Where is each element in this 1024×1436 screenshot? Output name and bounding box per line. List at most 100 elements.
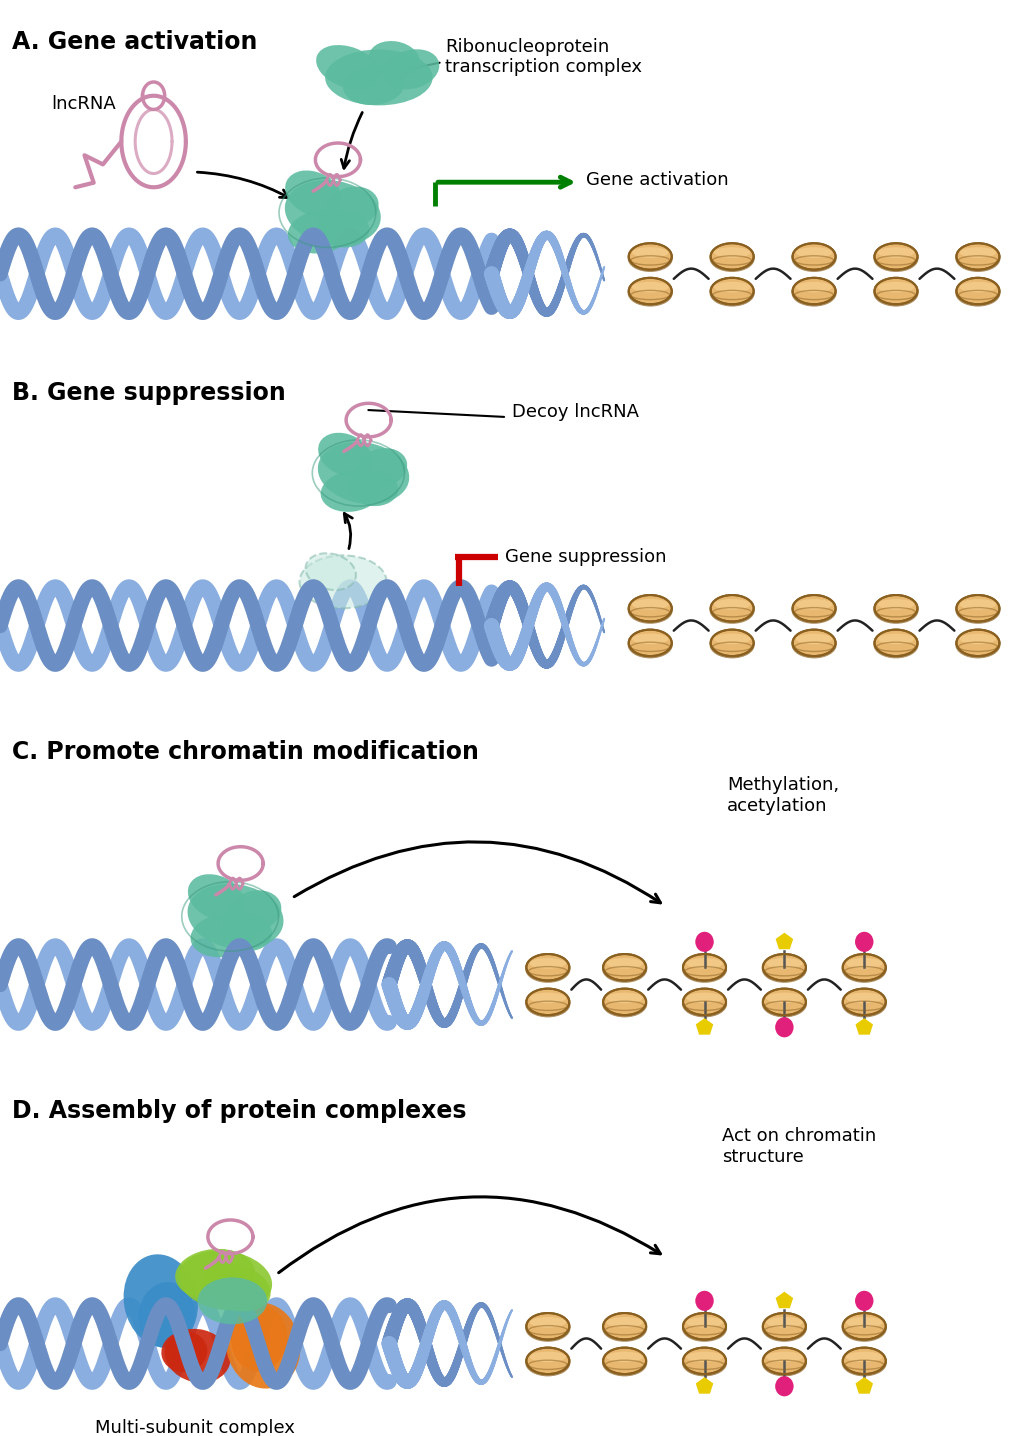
Text: Gene suppression: Gene suppression	[505, 549, 667, 566]
Polygon shape	[775, 933, 794, 949]
Ellipse shape	[300, 556, 387, 609]
Ellipse shape	[959, 633, 996, 645]
Polygon shape	[775, 1292, 794, 1308]
Ellipse shape	[318, 432, 372, 477]
Ellipse shape	[762, 956, 807, 982]
Ellipse shape	[683, 954, 726, 981]
Ellipse shape	[603, 954, 646, 981]
Ellipse shape	[228, 890, 282, 932]
Ellipse shape	[682, 1350, 727, 1376]
Ellipse shape	[695, 932, 714, 952]
Ellipse shape	[710, 597, 755, 623]
Ellipse shape	[629, 629, 672, 656]
Ellipse shape	[762, 991, 807, 1017]
Ellipse shape	[762, 1315, 807, 1341]
Ellipse shape	[632, 599, 669, 610]
Ellipse shape	[695, 1291, 714, 1311]
Ellipse shape	[285, 180, 381, 246]
Ellipse shape	[878, 599, 914, 610]
Ellipse shape	[529, 1317, 566, 1328]
Ellipse shape	[763, 988, 806, 1015]
Ellipse shape	[855, 1291, 873, 1311]
Ellipse shape	[843, 954, 886, 981]
Ellipse shape	[529, 1351, 566, 1363]
Ellipse shape	[682, 1315, 727, 1341]
Ellipse shape	[714, 247, 751, 258]
Ellipse shape	[187, 883, 284, 949]
Ellipse shape	[629, 277, 672, 304]
Ellipse shape	[316, 45, 380, 89]
Text: Act on chromatin
structure: Act on chromatin structure	[722, 1127, 877, 1166]
Ellipse shape	[955, 597, 1000, 623]
Ellipse shape	[602, 1315, 647, 1341]
Ellipse shape	[873, 597, 919, 623]
Ellipse shape	[878, 247, 914, 258]
Ellipse shape	[792, 597, 837, 623]
Ellipse shape	[959, 281, 996, 293]
Ellipse shape	[525, 1315, 570, 1341]
Ellipse shape	[874, 243, 918, 270]
Ellipse shape	[714, 599, 751, 610]
Ellipse shape	[606, 958, 643, 969]
Ellipse shape	[629, 243, 672, 270]
Polygon shape	[855, 1018, 873, 1035]
Ellipse shape	[603, 1347, 646, 1374]
Ellipse shape	[796, 281, 833, 293]
Ellipse shape	[956, 629, 999, 656]
Ellipse shape	[874, 277, 918, 304]
Ellipse shape	[349, 471, 398, 505]
Ellipse shape	[629, 595, 672, 622]
Ellipse shape	[714, 633, 751, 645]
Ellipse shape	[606, 1351, 643, 1363]
Ellipse shape	[846, 1317, 883, 1328]
Ellipse shape	[843, 1313, 886, 1340]
Ellipse shape	[686, 992, 723, 1004]
Ellipse shape	[796, 247, 833, 258]
Ellipse shape	[711, 277, 754, 304]
Ellipse shape	[843, 1347, 886, 1374]
Ellipse shape	[842, 956, 887, 982]
Ellipse shape	[632, 633, 669, 645]
Ellipse shape	[682, 991, 727, 1017]
Ellipse shape	[187, 875, 245, 920]
Ellipse shape	[526, 1347, 569, 1374]
Ellipse shape	[226, 1302, 300, 1389]
Ellipse shape	[321, 471, 382, 511]
Ellipse shape	[138, 1282, 196, 1348]
Ellipse shape	[606, 1317, 643, 1328]
Ellipse shape	[529, 958, 566, 969]
Ellipse shape	[525, 991, 570, 1017]
Ellipse shape	[955, 280, 1000, 306]
Ellipse shape	[602, 956, 647, 982]
Ellipse shape	[710, 246, 755, 271]
Ellipse shape	[793, 595, 836, 622]
Text: lncRNA: lncRNA	[51, 95, 116, 113]
Ellipse shape	[793, 277, 836, 304]
Ellipse shape	[305, 553, 356, 590]
Ellipse shape	[855, 932, 873, 952]
Ellipse shape	[842, 1350, 887, 1376]
Ellipse shape	[632, 247, 669, 258]
Ellipse shape	[874, 629, 918, 656]
Ellipse shape	[628, 597, 673, 623]
Ellipse shape	[384, 49, 439, 89]
Text: Methylation,
acetylation: Methylation, acetylation	[727, 775, 839, 814]
Ellipse shape	[775, 1376, 794, 1396]
Ellipse shape	[525, 1350, 570, 1376]
Ellipse shape	[766, 1317, 803, 1328]
Ellipse shape	[873, 280, 919, 306]
Polygon shape	[695, 1018, 714, 1035]
Ellipse shape	[792, 280, 837, 306]
Ellipse shape	[683, 1313, 726, 1340]
Ellipse shape	[766, 958, 803, 969]
Ellipse shape	[711, 243, 754, 270]
Ellipse shape	[766, 992, 803, 1004]
Ellipse shape	[317, 210, 370, 247]
Ellipse shape	[775, 1017, 794, 1037]
Text: Decoy lncRNA: Decoy lncRNA	[512, 404, 639, 421]
Ellipse shape	[796, 633, 833, 645]
Ellipse shape	[178, 1251, 272, 1311]
Ellipse shape	[878, 633, 914, 645]
Ellipse shape	[230, 1305, 288, 1371]
Ellipse shape	[124, 1254, 198, 1347]
